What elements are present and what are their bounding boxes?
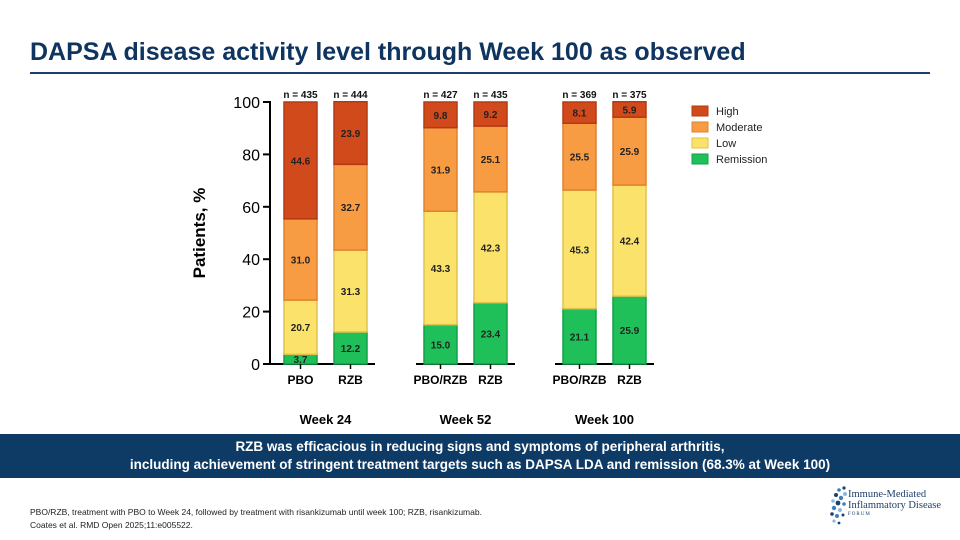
bar-segment-moderate [562,122,597,191]
data-label-moderate: 25.9 [620,147,640,158]
legend-swatch-low [691,137,709,149]
data-label-low: 42.3 [481,243,501,254]
x-group-label: Week 52 [440,412,492,427]
bar-segment-high [612,100,647,118]
data-label-remission: 21.1 [570,332,590,343]
forum-logo: Immune-Mediated Inflammatory Disease FOR… [828,482,948,532]
bar-n-label: n = 435 [283,90,318,101]
y-tick-label: 40 [242,252,260,269]
data-label-low: 20.7 [291,323,311,334]
data-label-high: 23.9 [341,129,361,140]
bar-segment-remission [612,295,647,365]
bar-segment-high [283,101,318,220]
bar-n-label: n = 435 [473,90,508,101]
bar-segment-low [423,210,458,326]
data-label-remission: 3.7 [294,355,308,366]
bar-segment-low [283,299,318,356]
data-label-moderate: 25.5 [570,153,590,164]
data-label-remission: 25.9 [620,326,640,337]
y-axis-title: Patients, % [190,188,209,279]
bar-segment-moderate [473,125,508,193]
bar-segment-moderate [283,218,318,301]
x-category-label: RZB [617,373,642,387]
data-label-remission: 15.0 [431,340,451,351]
bar-segment-moderate [333,163,368,251]
x-category-label: PBO/RZB [553,373,607,387]
bar-segment-low [562,189,597,310]
data-label-low: 31.3 [341,287,361,298]
footnote: PBO/RZB, treatment with PBO to Week 24, … [30,506,482,532]
y-tick-label: 80 [242,147,260,164]
bar-n-label: n = 375 [612,90,647,101]
y-tick-label: 20 [242,305,260,322]
data-label-high: 44.6 [291,156,311,167]
logo-dots-icon [830,486,847,525]
data-label-low: 43.3 [431,264,451,275]
data-label-moderate: 31.9 [431,165,451,176]
bar-segment-high [562,101,597,124]
data-label-high: 9.2 [484,110,498,121]
bar-segment-high [333,100,368,166]
logo-line-1: Immune-Mediated [848,489,927,500]
legend-label-high: High [716,106,739,118]
legend-swatch-high [691,105,709,117]
title-divider [30,72,930,74]
banner-line-1: RZB was efficacious in reducing signs an… [235,439,725,454]
legend-swatch-moderate [691,121,709,133]
logo-line-3: FORUM [848,512,871,517]
data-label-moderate: 25.1 [481,155,501,166]
conclusion-banner: RZB was efficacious in reducing signs an… [0,434,960,478]
data-label-remission: 23.4 [481,329,501,340]
x-category-label: RZB [478,373,503,387]
bar-segment-high [423,101,458,129]
page-title: DAPSA disease activity level through Wee… [30,38,746,66]
x-group-label: Week 100 [575,412,634,427]
x-category-label: PBO [287,373,313,387]
data-label-high: 8.1 [573,109,587,120]
bar-segment-low [333,249,368,333]
x-category-label: RZB [338,373,363,387]
data-label-moderate: 31.0 [291,255,311,266]
x-group-label: Week 24 [300,412,353,427]
y-tick-label: 60 [242,200,260,217]
y-tick-label: 0 [251,357,260,374]
data-label-low: 45.3 [570,245,590,256]
bar-segment-moderate [612,116,647,186]
legend-label-remission: Remission [716,154,767,166]
data-label-high: 5.9 [623,105,637,116]
data-label-remission: 12.2 [341,344,361,355]
x-category-label: PBO/RZB [414,373,468,387]
logo-line-2: Inflammatory Disease [848,500,942,511]
bar-segment-remission [423,323,458,365]
banner-line-2: including achievement of stringent treat… [129,457,831,472]
footnote-abbreviations: PBO/RZB, treatment with PBO to Week 24, … [30,507,482,517]
legend-label-low: Low [716,138,736,150]
data-label-high: 9.8 [434,111,448,122]
logo-text: Immune-Mediated Inflammatory Disease FOR… [848,489,941,518]
data-label-low: 42.4 [620,237,640,248]
legend-swatch-remission [691,153,709,165]
footnote-citation: Coates et al. RMD Open 2025;11:e005522. [30,520,193,530]
bar-n-label: n = 369 [562,90,597,101]
stacked-bar-chart: 0 20 40 60 80 100 Patients, % 3.7 20.7 31.0 44.6 n … [190,90,767,427]
legend-label-moderate: Moderate [716,122,762,134]
bar-segment-low [473,191,508,304]
y-tick-label: 100 [233,95,260,112]
bar-n-label: n = 427 [423,90,458,101]
bar-segment-high [473,101,508,127]
data-label-moderate: 32.7 [341,203,361,214]
bar-n-label: n = 444 [333,90,368,101]
